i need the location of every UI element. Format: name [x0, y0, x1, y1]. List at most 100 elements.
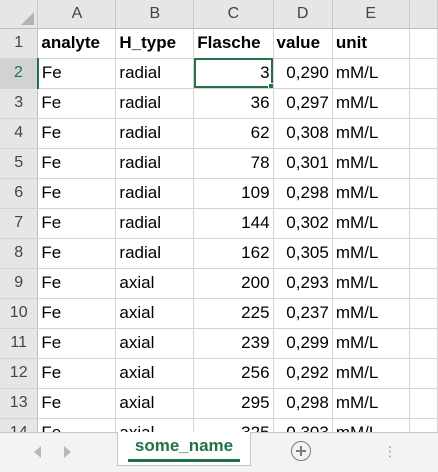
- cell-d3[interactable]: 0,297: [273, 88, 333, 119]
- cell-empty[interactable]: [409, 268, 438, 299]
- cell-empty[interactable]: [409, 28, 438, 59]
- ellipsis-icon[interactable]: ⋮: [383, 443, 398, 459]
- cell-e3[interactable]: mM/L: [332, 88, 410, 119]
- cell-d12[interactable]: 0,292: [273, 358, 333, 389]
- cell-a10[interactable]: Fe: [37, 298, 117, 329]
- cell-e10[interactable]: mM/L: [332, 298, 410, 329]
- cell-a9[interactable]: Fe: [37, 268, 117, 299]
- cell-empty[interactable]: [409, 58, 438, 89]
- cell-c5[interactable]: 78: [193, 148, 274, 179]
- cell-b4[interactable]: radial: [115, 118, 195, 149]
- row-header[interactable]: 14: [0, 418, 39, 432]
- cell-c13[interactable]: 295: [193, 388, 274, 419]
- cell-d13[interactable]: 0,298: [273, 388, 333, 419]
- cell-empty[interactable]: [409, 88, 438, 119]
- cell-a11[interactable]: Fe: [37, 328, 117, 359]
- cell-a13[interactable]: Fe: [37, 388, 117, 419]
- column-header-f[interactable]: [409, 0, 438, 29]
- row-header[interactable]: 13: [0, 388, 39, 419]
- cell-c11[interactable]: 239: [193, 328, 274, 359]
- cell-e1[interactable]: unit: [332, 28, 410, 59]
- cell-e7[interactable]: mM/L: [332, 208, 410, 239]
- cell-d5[interactable]: 0,301: [273, 148, 333, 179]
- cell-c2[interactable]: 3: [193, 58, 274, 89]
- cell-a8[interactable]: Fe: [37, 238, 117, 269]
- cell-empty[interactable]: [409, 148, 438, 179]
- cell-b13[interactable]: axial: [115, 388, 195, 419]
- cell-e11[interactable]: mM/L: [332, 328, 410, 359]
- cell-b1[interactable]: H_type: [115, 28, 195, 59]
- cell-b11[interactable]: axial: [115, 328, 195, 359]
- cell-c7[interactable]: 144: [193, 208, 274, 239]
- cell-e4[interactable]: mM/L: [332, 118, 410, 149]
- row-header[interactable]: 8: [0, 238, 39, 269]
- cell-b9[interactable]: axial: [115, 268, 195, 299]
- cell-empty[interactable]: [409, 208, 438, 239]
- cell-b7[interactable]: radial: [115, 208, 195, 239]
- cell-d6[interactable]: 0,298: [273, 178, 333, 209]
- column-header-d[interactable]: D: [273, 0, 333, 29]
- cell-empty[interactable]: [409, 328, 438, 359]
- cell-a14[interactable]: Fe: [37, 418, 117, 432]
- cell-c14[interactable]: 325: [193, 418, 274, 432]
- cell-e14[interactable]: mM/L: [332, 418, 410, 432]
- cell-d4[interactable]: 0,308: [273, 118, 333, 149]
- cell-e8[interactable]: mM/L: [332, 238, 410, 269]
- fill-handle[interactable]: [267, 82, 273, 87]
- cell-c1[interactable]: Flasche: [193, 28, 274, 59]
- cell-e5[interactable]: mM/L: [332, 148, 410, 179]
- cell-e2[interactable]: mM/L: [332, 58, 410, 89]
- column-header-c[interactable]: C: [193, 0, 274, 29]
- sheet-tab-some-name[interactable]: some_name: [117, 432, 251, 466]
- cell-a6[interactable]: Fe: [37, 178, 117, 209]
- cell-empty[interactable]: [409, 298, 438, 329]
- cell-c9[interactable]: 200: [193, 268, 274, 299]
- cell-a12[interactable]: Fe: [37, 358, 117, 389]
- cell-empty[interactable]: [409, 388, 438, 419]
- cell-a5[interactable]: Fe: [37, 148, 117, 179]
- cell-b6[interactable]: radial: [115, 178, 195, 209]
- cell-empty[interactable]: [409, 418, 438, 432]
- row-header[interactable]: 7: [0, 208, 39, 239]
- cell-c12[interactable]: 256: [193, 358, 274, 389]
- cell-c8[interactable]: 162: [193, 238, 274, 269]
- cell-empty[interactable]: [409, 178, 438, 209]
- cell-d11[interactable]: 0,299: [273, 328, 333, 359]
- row-header[interactable]: 1: [0, 28, 39, 59]
- row-header[interactable]: 9: [0, 268, 39, 299]
- column-header-b[interactable]: B: [115, 0, 195, 29]
- cell-b3[interactable]: radial: [115, 88, 195, 119]
- column-header-e[interactable]: E: [332, 0, 410, 29]
- cell-d1[interactable]: value: [273, 28, 333, 59]
- cell-e9[interactable]: mM/L: [332, 268, 410, 299]
- cell-b2[interactable]: radial: [115, 58, 195, 89]
- triangle-left-icon[interactable]: [34, 446, 41, 458]
- cell-a3[interactable]: Fe: [37, 88, 117, 119]
- cell-c6[interactable]: 109: [193, 178, 274, 209]
- cell-d7[interactable]: 0,302: [273, 208, 333, 239]
- row-header[interactable]: 3: [0, 88, 39, 119]
- cell-b5[interactable]: radial: [115, 148, 195, 179]
- row-header[interactable]: 10: [0, 298, 39, 329]
- triangle-right-icon[interactable]: [64, 446, 71, 458]
- cell-e13[interactable]: mM/L: [332, 388, 410, 419]
- cell-empty[interactable]: [409, 358, 438, 389]
- cell-b10[interactable]: axial: [115, 298, 195, 329]
- cell-a2[interactable]: Fe: [37, 58, 117, 89]
- cell-e12[interactable]: mM/L: [332, 358, 410, 389]
- cell-d14[interactable]: 0,303: [273, 418, 333, 432]
- cell-d8[interactable]: 0,305: [273, 238, 333, 269]
- cell-b14[interactable]: axial: [115, 418, 195, 432]
- cell-a7[interactable]: Fe: [37, 208, 117, 239]
- cell-d2[interactable]: 0,290: [273, 58, 333, 89]
- cell-b8[interactable]: radial: [115, 238, 195, 269]
- plus-circle-icon[interactable]: [291, 441, 311, 461]
- cell-d9[interactable]: 0,293: [273, 268, 333, 299]
- column-header-a[interactable]: A: [37, 0, 117, 29]
- cell-a1[interactable]: analyte: [37, 28, 117, 59]
- row-header[interactable]: 2: [0, 58, 39, 89]
- cell-c4[interactable]: 62: [193, 118, 274, 149]
- cell-empty[interactable]: [409, 238, 438, 269]
- row-header[interactable]: 12: [0, 358, 39, 389]
- cell-b12[interactable]: axial: [115, 358, 195, 389]
